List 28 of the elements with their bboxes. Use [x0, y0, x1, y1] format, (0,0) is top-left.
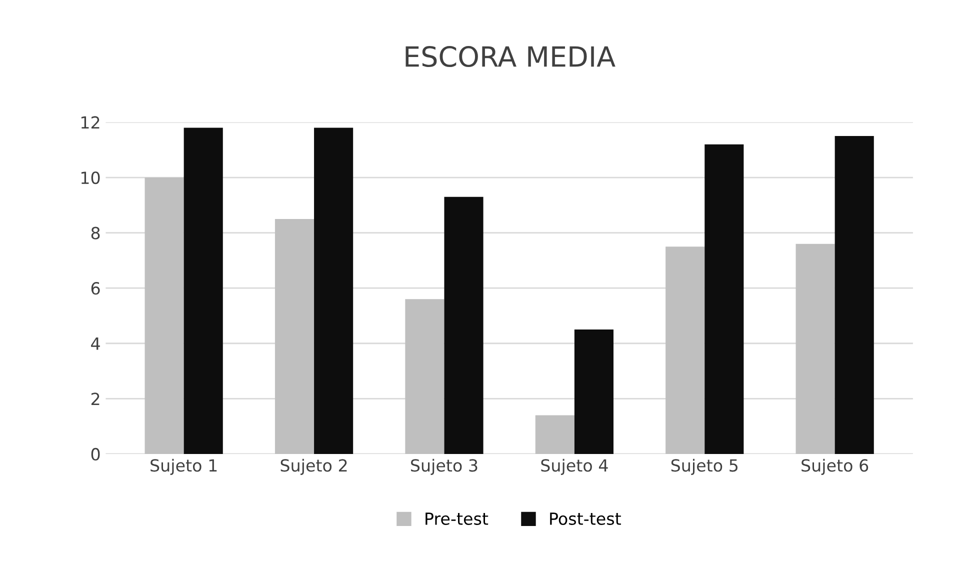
y-tick-label: 4: [91, 338, 100, 350]
y-tick-label: 0: [91, 448, 100, 461]
y-tick-label: 2: [91, 392, 100, 405]
bar: [144, 178, 184, 454]
y-tick-label: 12: [81, 116, 100, 129]
bar: [184, 128, 223, 454]
y-tick-label: 6: [91, 282, 100, 295]
bar: [314, 128, 354, 454]
x-tick-label: Sujeto 5: [671, 458, 738, 475]
bar: [535, 415, 574, 454]
bar: [834, 136, 874, 454]
chart-title: ESCORA MEDIA: [406, 46, 616, 68]
x-tick-label: Sujeto 3: [411, 458, 478, 475]
bar: [405, 299, 444, 454]
legend-label: Pre-test: [426, 512, 488, 525]
bar: [666, 246, 705, 454]
x-tick-label: Sujeto 2: [280, 458, 347, 475]
y-tick-label: 10: [81, 171, 100, 184]
bar: [274, 218, 314, 454]
bar: [444, 196, 484, 454]
bar: [796, 244, 835, 454]
bar: [704, 144, 744, 454]
legend-label: Post-test: [550, 512, 621, 525]
x-tick-label: Sujeto 6: [802, 458, 868, 475]
y-tick-label: 8: [91, 226, 100, 240]
x-tick-label: Sujeto 1: [150, 458, 217, 475]
x-tick-label: Sujeto 4: [541, 458, 608, 475]
bar: [574, 330, 614, 454]
